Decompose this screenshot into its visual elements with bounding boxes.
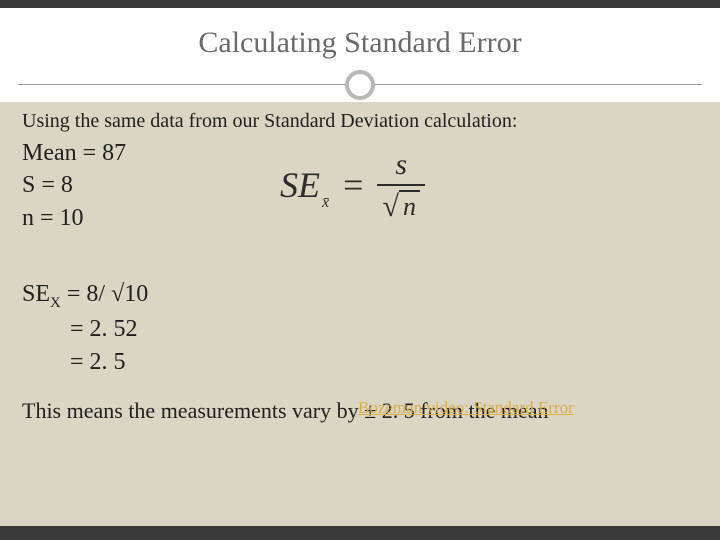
page-title: Calculating Standard Error <box>0 26 720 60</box>
lhs-main: SE <box>280 164 320 206</box>
calc-line1-rest: = 8/ √10 <box>61 281 148 307</box>
intro-text: Using the same data from our Standard De… <box>22 110 698 133</box>
calc-line2-text: = 2. 52 <box>70 316 138 342</box>
top-border <box>0 0 720 8</box>
lhs-subscript: x̄ <box>322 194 329 212</box>
calc-line-2: = 2. 52 <box>22 313 698 345</box>
radical-icon: √ <box>383 192 399 222</box>
divider-circle-icon <box>345 70 375 100</box>
calc-se-subscript: X <box>50 295 61 311</box>
calc-line3-text: = 2. 5 <box>70 349 126 375</box>
title-area: Calculating Standard Error <box>0 8 720 68</box>
content-area: Using the same data from our Standard De… <box>0 102 720 526</box>
formula-row: SE x̄ = s √ n <box>280 150 425 220</box>
calc-line-3: = 2. 5 <box>22 346 698 378</box>
slide: Calculating Standard Error Using the sam… <box>0 0 720 540</box>
calc-se-prefix: SE <box>22 281 50 307</box>
fraction: s √ n <box>377 150 425 220</box>
equals-sign: = <box>343 164 363 206</box>
formula-lhs: SE x̄ <box>280 164 329 206</box>
denominator: √ n <box>383 186 420 220</box>
calc-line-1: SEX = 8/ √10 <box>22 278 698 313</box>
calculation-block: SEX = 8/ √10 = 2. 52 = 2. 5 <box>22 278 698 378</box>
sqrt: √ n <box>383 190 420 220</box>
video-link[interactable]: Bozeman video: Standard Error <box>358 398 574 418</box>
bottom-border <box>0 526 720 540</box>
numerator: s <box>377 150 425 184</box>
title-divider <box>0 68 720 102</box>
radicand: n <box>399 190 420 220</box>
se-formula: SE x̄ = s √ n <box>280 150 425 220</box>
